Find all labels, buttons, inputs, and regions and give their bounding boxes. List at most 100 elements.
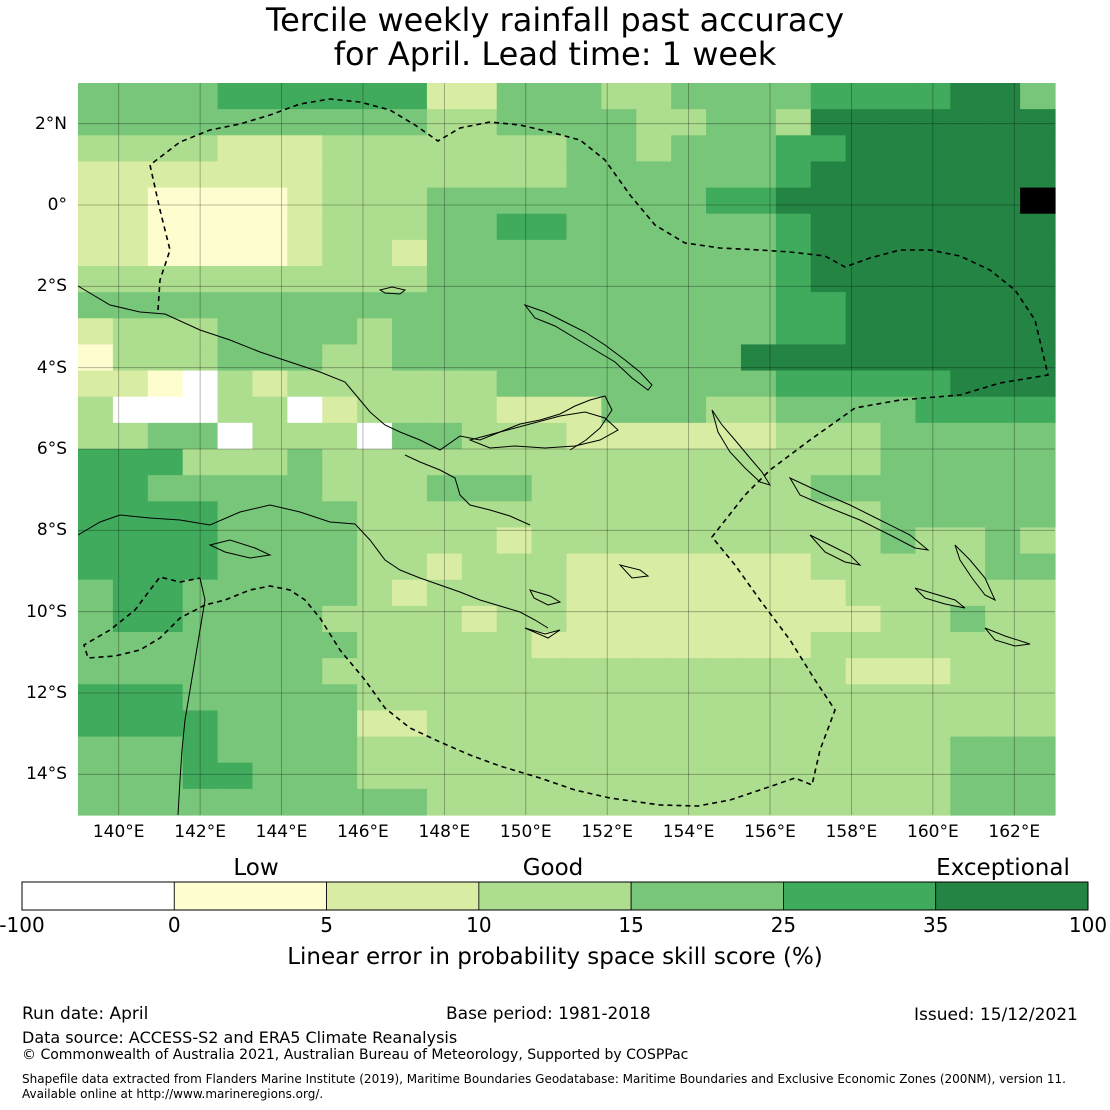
grid-cell xyxy=(182,83,219,110)
coastline-papuan-peninsula xyxy=(404,454,531,526)
lon-tick-label: 156°E xyxy=(744,822,796,842)
grid-cell xyxy=(147,658,184,685)
grid-cell xyxy=(636,239,672,267)
grid-cell xyxy=(671,161,707,189)
grid-cell xyxy=(252,396,288,424)
grid-cell xyxy=(392,762,428,790)
grid-cell xyxy=(357,553,393,581)
grid-cell xyxy=(147,161,184,189)
grid-cell xyxy=(601,710,637,738)
grid-cell xyxy=(182,109,219,136)
grid-cell xyxy=(147,266,184,293)
grid-cell xyxy=(950,579,986,607)
grid-cell xyxy=(426,239,463,267)
grid-cell xyxy=(287,658,323,685)
grid-cell xyxy=(601,658,637,685)
grid-cell xyxy=(1020,605,1056,633)
grid-cell xyxy=(950,213,986,241)
grid-cell xyxy=(845,292,882,319)
grid-cell xyxy=(636,422,672,450)
grid-cell xyxy=(775,501,812,529)
grid-cell xyxy=(112,396,149,424)
grid-cell xyxy=(845,370,882,398)
grid-cell xyxy=(985,788,1021,816)
grid-cell xyxy=(880,292,917,319)
grid-cell xyxy=(147,475,184,502)
grid-cell xyxy=(426,83,463,110)
grid-cell xyxy=(601,344,637,372)
grid-cell xyxy=(496,422,533,450)
grid-cell xyxy=(985,370,1021,398)
grid-cell xyxy=(531,83,568,110)
grid-cell xyxy=(845,422,882,450)
grid-cell xyxy=(78,266,114,293)
grid-cell xyxy=(880,762,917,790)
run-date: Run date: April xyxy=(22,1004,149,1024)
grid-cell xyxy=(950,762,986,790)
grid-cell xyxy=(706,370,742,398)
grid-cell xyxy=(706,605,742,633)
grid-cell xyxy=(985,396,1021,424)
grid-cell xyxy=(112,684,149,712)
grid-cell xyxy=(845,187,882,215)
map-title-line1: Tercile weekly rainfall past accuracy xyxy=(265,1,844,39)
grid-cell xyxy=(740,788,777,816)
grid-cell xyxy=(252,239,288,267)
grid-cell xyxy=(461,632,498,659)
lon-tick-label: 162°E xyxy=(988,822,1041,842)
colorbar-segment xyxy=(478,881,632,911)
grid-cell xyxy=(671,632,707,659)
grid-cell xyxy=(147,292,184,319)
colorbar-segment xyxy=(630,881,784,911)
grid-cell xyxy=(147,605,184,633)
lat-tick-label: 6°S xyxy=(36,439,67,459)
grid-cell xyxy=(880,318,917,346)
grid-cell xyxy=(461,344,498,372)
grid-cell xyxy=(287,710,323,738)
grid-cell xyxy=(217,83,254,110)
grid-cell xyxy=(322,475,358,502)
grid-cell xyxy=(426,213,463,241)
grid-cell xyxy=(810,135,847,163)
grid-cell xyxy=(426,527,463,555)
graticule xyxy=(78,83,1055,815)
grid-cell xyxy=(601,213,637,241)
grid-cell xyxy=(147,762,184,790)
grid-cell xyxy=(601,318,637,346)
grid-cell xyxy=(1020,579,1056,607)
grid-cell xyxy=(426,344,463,372)
grid-cell xyxy=(671,579,707,607)
grid-cell xyxy=(950,135,986,163)
grid-cell xyxy=(950,422,986,450)
grid-cell xyxy=(357,449,393,476)
grid-cell xyxy=(775,135,812,163)
coastline-manus xyxy=(378,286,407,295)
grid-cell xyxy=(810,396,847,424)
grid-cell xyxy=(112,449,149,476)
grid-cell xyxy=(601,684,637,712)
grid-cell xyxy=(426,501,463,529)
grid-cell xyxy=(426,579,463,607)
grid-cell xyxy=(531,213,568,241)
grid-cell xyxy=(112,239,149,267)
grid-cell xyxy=(426,762,463,790)
grid-cell xyxy=(426,266,463,293)
grid-cell xyxy=(496,239,533,267)
grid-cell xyxy=(252,292,288,319)
grid-cell xyxy=(182,632,219,659)
grid-cell xyxy=(461,292,498,319)
grid-cell xyxy=(217,579,254,607)
grid-cell xyxy=(671,135,707,163)
grid-cell xyxy=(147,632,184,659)
grid-cell xyxy=(985,684,1021,712)
grid-cell xyxy=(287,527,323,555)
grid-cell xyxy=(740,344,777,372)
lon-tick-label: 150°E xyxy=(499,822,552,842)
grid-cell xyxy=(915,553,951,581)
grid-cell xyxy=(496,553,533,581)
grid-cell xyxy=(845,475,882,502)
grid-cell xyxy=(182,736,219,764)
grid-cell xyxy=(880,658,917,685)
grid-cell xyxy=(287,788,323,816)
